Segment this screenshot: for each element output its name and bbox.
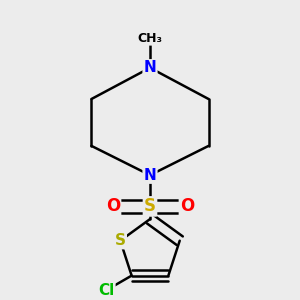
Text: S: S	[115, 233, 126, 248]
Text: S: S	[144, 197, 156, 215]
Text: CH₃: CH₃	[137, 32, 163, 45]
Text: O: O	[180, 197, 194, 215]
Text: Cl: Cl	[98, 283, 114, 298]
Text: O: O	[106, 197, 120, 215]
Text: N: N	[144, 60, 156, 75]
Text: N: N	[144, 168, 156, 183]
